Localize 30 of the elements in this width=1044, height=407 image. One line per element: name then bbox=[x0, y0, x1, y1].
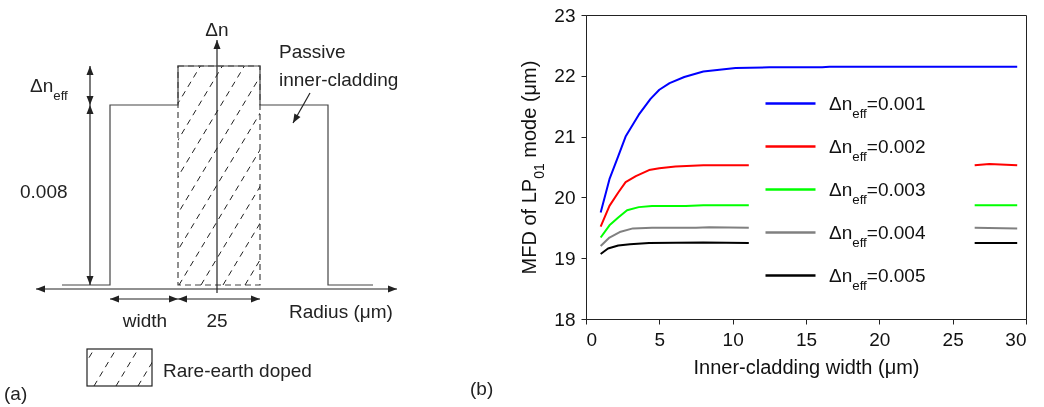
legend-label: Δn$_{eff}$=0.005 bbox=[829, 264, 926, 292]
legend-label: Δn$_{eff}$=0.001 bbox=[829, 92, 926, 120]
x-tick-label: 20 bbox=[869, 328, 891, 350]
text: Rare-earth doped bbox=[163, 360, 312, 381]
text: (a) bbox=[4, 383, 28, 404]
x-tick-label: 30 bbox=[1005, 328, 1027, 350]
y-tick-label: 20 bbox=[554, 186, 576, 208]
y-tick-label: 18 bbox=[554, 308, 576, 330]
x-tick-label: 5 bbox=[654, 328, 666, 350]
text: (b) bbox=[470, 378, 494, 400]
y-tick-label: 22 bbox=[554, 65, 576, 87]
legend-label: Δn$_{eff}$=0.003 bbox=[829, 178, 926, 206]
text: Radius (μm) bbox=[289, 301, 393, 322]
x-tick-label: 25 bbox=[942, 328, 964, 350]
legend-label: Δn$_{eff}$=0.002 bbox=[829, 135, 926, 163]
x-tick-label: 10 bbox=[722, 328, 744, 350]
text: width bbox=[121, 310, 168, 331]
y-tick-label: 19 bbox=[554, 247, 576, 269]
text: 25 bbox=[206, 310, 228, 331]
text: Δn bbox=[205, 19, 229, 40]
x-tick-label: 15 bbox=[795, 328, 818, 350]
x-tick-label: 0 bbox=[586, 328, 598, 350]
x-axis-title: Inner-cladding width (μm) bbox=[693, 355, 920, 378]
line-series bbox=[599, 65, 1019, 214]
y-tick-label: 23 bbox=[554, 4, 576, 26]
text: Δn$_{eff}$ bbox=[30, 75, 69, 103]
legend-label: Δn$_{eff}$=0.004 bbox=[829, 221, 926, 249]
text: 0.008 bbox=[20, 181, 68, 202]
y-tick-label: 21 bbox=[554, 126, 576, 148]
text: Passive inner-cladding bbox=[279, 41, 399, 90]
